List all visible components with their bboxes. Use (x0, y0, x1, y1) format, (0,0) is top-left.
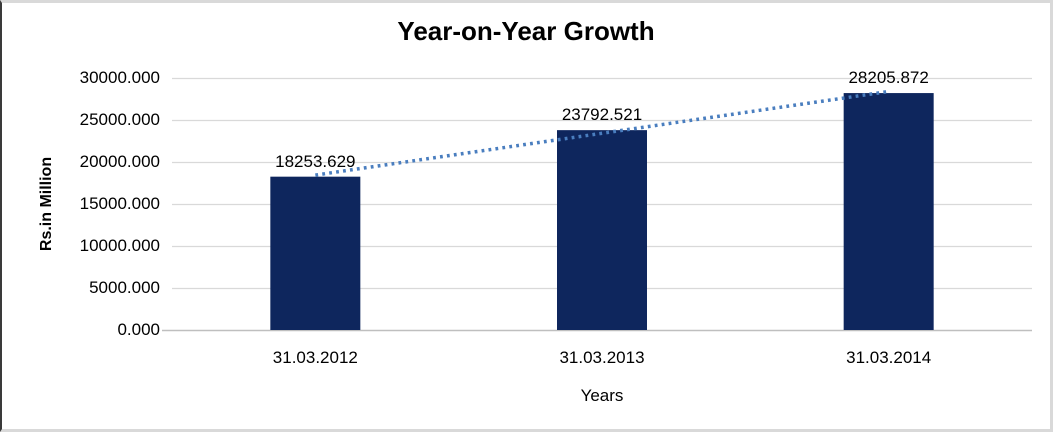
y-tick-label: 20000.000 (79, 152, 160, 171)
y-tick-label: 0.000 (117, 320, 160, 339)
bar-value-label: 28205.872 (848, 68, 929, 88)
trendline (315, 89, 889, 177)
plot-area (162, 77, 1032, 332)
x-tick-label: 31.03.2014 (846, 348, 932, 367)
y-tick-label: 15000.000 (79, 194, 160, 213)
x-tick-label: 31.03.2013 (559, 348, 645, 367)
bar-value-label: 18253.629 (275, 151, 356, 171)
bar-31.03.2013 (557, 130, 647, 330)
y-tick-label: 10000.000 (79, 236, 160, 255)
bar-31.03.2012 (270, 176, 361, 330)
chart-title: Year-on-Year Growth (397, 16, 655, 46)
x-axis-title: Years (580, 386, 624, 405)
x-tick-label: 31.03.2012 (272, 348, 358, 367)
bar-value-label: 23792.521 (561, 105, 643, 125)
y-tick-label: 30000.000 (79, 68, 160, 87)
y-tick-label: 5000.000 (89, 278, 160, 297)
bar-31.03.2014 (843, 93, 934, 330)
y-tick-label: 25000.000 (79, 110, 160, 129)
